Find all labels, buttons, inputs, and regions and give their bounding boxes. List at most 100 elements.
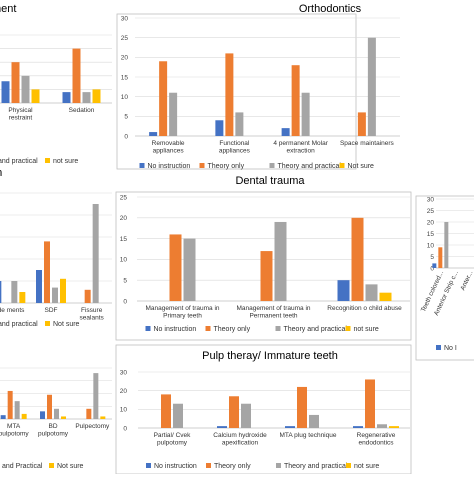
category-label: Management of trauma in: [145, 305, 219, 312]
category-label: sealants: [80, 315, 105, 322]
y-tick-label: 25: [121, 35, 129, 42]
legend: and practical Not sure: [0, 321, 80, 328]
bar-not_sure: [31, 89, 40, 103]
bar-no_instruction: [217, 426, 227, 428]
legend-label: and practical: [0, 158, 38, 165]
y-tick-label: 5: [124, 114, 128, 121]
bar-no_instruction: [337, 280, 350, 301]
legend-label: not sure: [53, 158, 78, 165]
y-tick-label: 20: [121, 55, 129, 62]
chart-pulp_primary: yMTApulpotomyBDpulpotomyPulpectomyand Pr…: [0, 367, 112, 470]
bar-not_sure: [100, 416, 106, 419]
legend: No instruction Theory only Theory and prac…: [146, 463, 379, 470]
y-tick-label: 0: [430, 265, 434, 272]
bar-not_sure: [92, 89, 101, 103]
bar-no_instruction: [149, 132, 158, 136]
legend-swatch: [139, 163, 145, 168]
chart-title: Orthodontics: [299, 3, 362, 15]
legend-swatch: [45, 321, 50, 326]
category-label: appliances: [153, 148, 185, 155]
bar-theory_practical: [173, 403, 183, 428]
legend-swatch: [275, 326, 281, 331]
bar-no_instruction: [62, 92, 71, 103]
legend-label: Theory and practical: [278, 163, 342, 170]
bar-not_sure: [60, 278, 66, 303]
y-tick-label: 5: [123, 278, 127, 285]
category-label: pulpotomy: [0, 431, 29, 438]
category-label: Calcium hydroxide: [213, 432, 267, 439]
category-label: endodontics: [358, 440, 394, 447]
y-tick-label: 0: [124, 133, 128, 140]
bar-theory_only: [229, 396, 239, 428]
y-tick-label: 0: [123, 298, 127, 305]
y-tick-label: 15: [120, 236, 128, 243]
bar-theory_only: [11, 62, 20, 103]
legend-swatch: [199, 163, 205, 168]
legend: No instruction Theory only Theory and prac…: [145, 326, 379, 333]
bar-theory_only: [260, 251, 273, 301]
bar-no_instruction: [0, 415, 6, 419]
legend-swatch: [146, 463, 151, 468]
category-label: MTA plug technique: [280, 432, 337, 439]
bar-theory_practical: [444, 222, 449, 268]
category-label: ide ments: [0, 307, 25, 314]
legend-swatch: [346, 463, 351, 468]
bar-theory_only: [47, 394, 52, 419]
bar-no_instruction: [36, 270, 42, 303]
bar-no_instruction: [40, 411, 45, 419]
legend-label: not sure: [354, 463, 379, 470]
bar-theory_only: [86, 408, 92, 419]
category-label: SDF: [45, 307, 58, 314]
chart-border: [415, 195, 474, 361]
bar-theory_only: [169, 234, 182, 301]
bar-theory_practical: [365, 284, 378, 301]
bar-theory_practical: [377, 424, 387, 428]
bar-not_sure: [389, 426, 399, 428]
bar-theory_practical: [92, 204, 99, 303]
legend-label: No instruction: [154, 463, 197, 470]
legend-swatch: [269, 163, 275, 168]
legend-label: Not sure: [53, 321, 80, 328]
bar-theory_only: [159, 61, 168, 137]
category-label: Recognition o child abuse: [327, 305, 402, 312]
legend-label: Theory only: [214, 463, 251, 470]
y-tick-label: 20: [120, 215, 128, 222]
bar-theory_practical: [21, 75, 30, 103]
legend-label: Theory and practical: [284, 326, 348, 333]
chart-title: Dental trauma: [235, 175, 305, 187]
bar-no_instruction: [353, 426, 363, 428]
category-label: Management of trauma in: [236, 305, 310, 312]
y-tick-label: 15: [427, 231, 435, 238]
y-tick-label: 10: [427, 242, 435, 249]
category-label: restraint: [9, 115, 33, 122]
legend-swatch: [345, 326, 351, 331]
y-tick-label: 10: [120, 407, 128, 414]
bar-theory_practical: [82, 92, 91, 103]
y-tick-label: 25: [120, 194, 128, 201]
category-label: Space maintainers: [340, 140, 395, 147]
bar-theory_only: [72, 48, 81, 103]
y-tick-label: 30: [121, 15, 129, 22]
legend-swatch: [276, 463, 281, 468]
y-tick-label: 10: [121, 94, 129, 101]
bar-theory_practical: [274, 221, 287, 301]
category-label: Permanent teeth: [249, 313, 297, 320]
chart-pulp_immature: 0 10 20 30 Pulp theray/ Immature teeth Partia…: [115, 344, 412, 475]
bar-not_sure: [379, 292, 392, 301]
bar-theory_practical: [11, 281, 18, 303]
legend-label: Not sure: [57, 463, 84, 470]
legend-label: No instruction: [148, 163, 191, 170]
legend-swatch: [206, 463, 211, 468]
bar-no_instruction: [432, 263, 437, 268]
bar-theory_practical: [14, 401, 20, 419]
category-label: MTA: [7, 423, 21, 430]
chart-title: Pulp theray/ Immature teeth: [202, 350, 338, 362]
bar-theory_only: [351, 217, 364, 301]
legend: and Practical Not sure: [2, 463, 84, 470]
legend-label: Theory only: [208, 163, 245, 170]
chart-trauma: 0 5 10 15 20 25 Dental trauma Management of tra…: [115, 175, 412, 341]
bar-not_sure: [21, 413, 27, 419]
legend-label: Not sure: [348, 163, 375, 170]
bar-no_instruction: [215, 120, 224, 136]
